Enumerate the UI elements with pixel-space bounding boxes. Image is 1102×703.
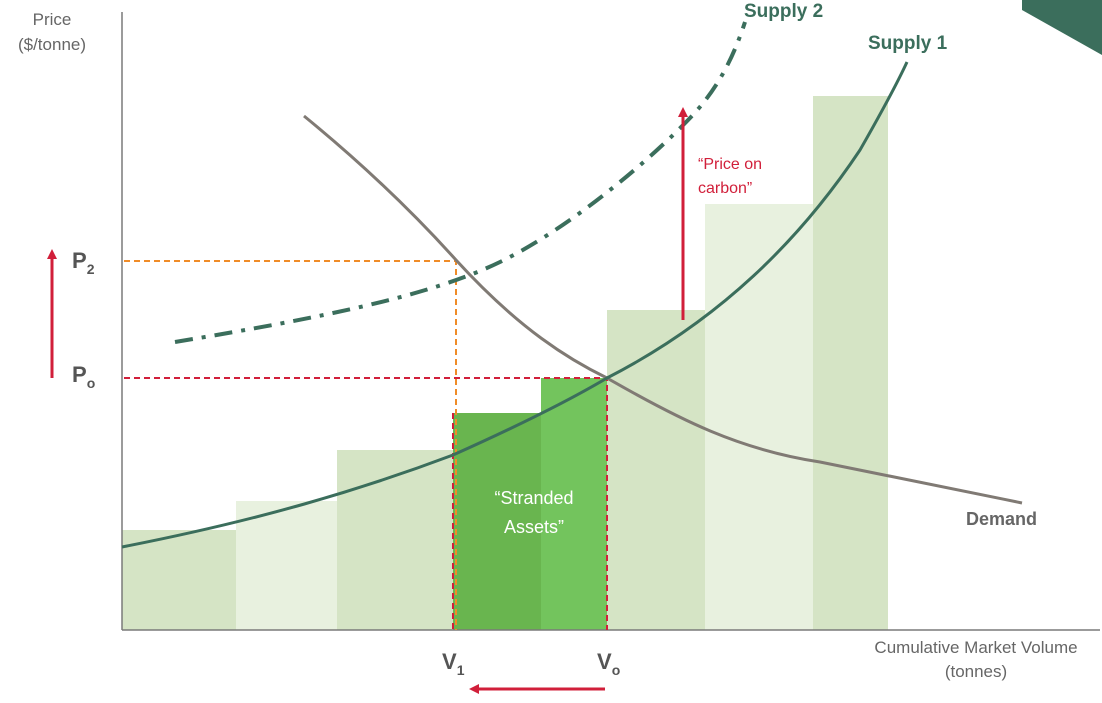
y-axis-title-line1: Price (33, 10, 72, 29)
p0-label: Po (72, 362, 95, 391)
x-axis-title-line1: Cumulative Market Volume (874, 638, 1077, 657)
supply2-label: Supply 2 (744, 1, 823, 22)
price-on-carbon-line1: “Price on (698, 156, 762, 173)
v0-label: Vo (597, 649, 620, 678)
stranded-assets-line1: “Stranded (494, 488, 573, 508)
cost-block-8 (813, 96, 888, 630)
v1-label-sub: 1 (457, 662, 465, 678)
cost-block-1 (122, 530, 236, 630)
x-axis-title-line2: (tonnes) (945, 662, 1007, 681)
stranded-assets-line2: Assets” (504, 517, 564, 537)
demand-label: Demand (966, 509, 1037, 529)
v1-label-main: V (442, 649, 457, 674)
p0-label-sub: o (87, 375, 96, 391)
supply2-curve (174, 21, 747, 344)
supply1-curve (121, 61, 909, 549)
y-axis-title-line2: ($/tonne) (18, 35, 86, 54)
p2-label: P2 (72, 248, 95, 277)
corner-tab (1022, 0, 1102, 55)
v0-label-sub: o (612, 662, 621, 678)
p2-label-sub: 2 (87, 261, 95, 277)
p2-label-main: P (72, 248, 87, 273)
cost-block-stranded-2 (541, 378, 607, 630)
cost-blocks (122, 96, 888, 630)
supply1-label: Supply 1 (868, 33, 948, 54)
v1-label: V1 (442, 649, 465, 678)
cost-block-7 (705, 204, 813, 630)
v0-label-main: V (597, 649, 612, 674)
cost-block-3 (337, 450, 453, 630)
price-on-carbon-line2: carbon” (698, 180, 752, 197)
cost-block-2 (236, 501, 337, 630)
cost-block-6 (607, 310, 705, 630)
p0-label-main: P (72, 362, 87, 387)
